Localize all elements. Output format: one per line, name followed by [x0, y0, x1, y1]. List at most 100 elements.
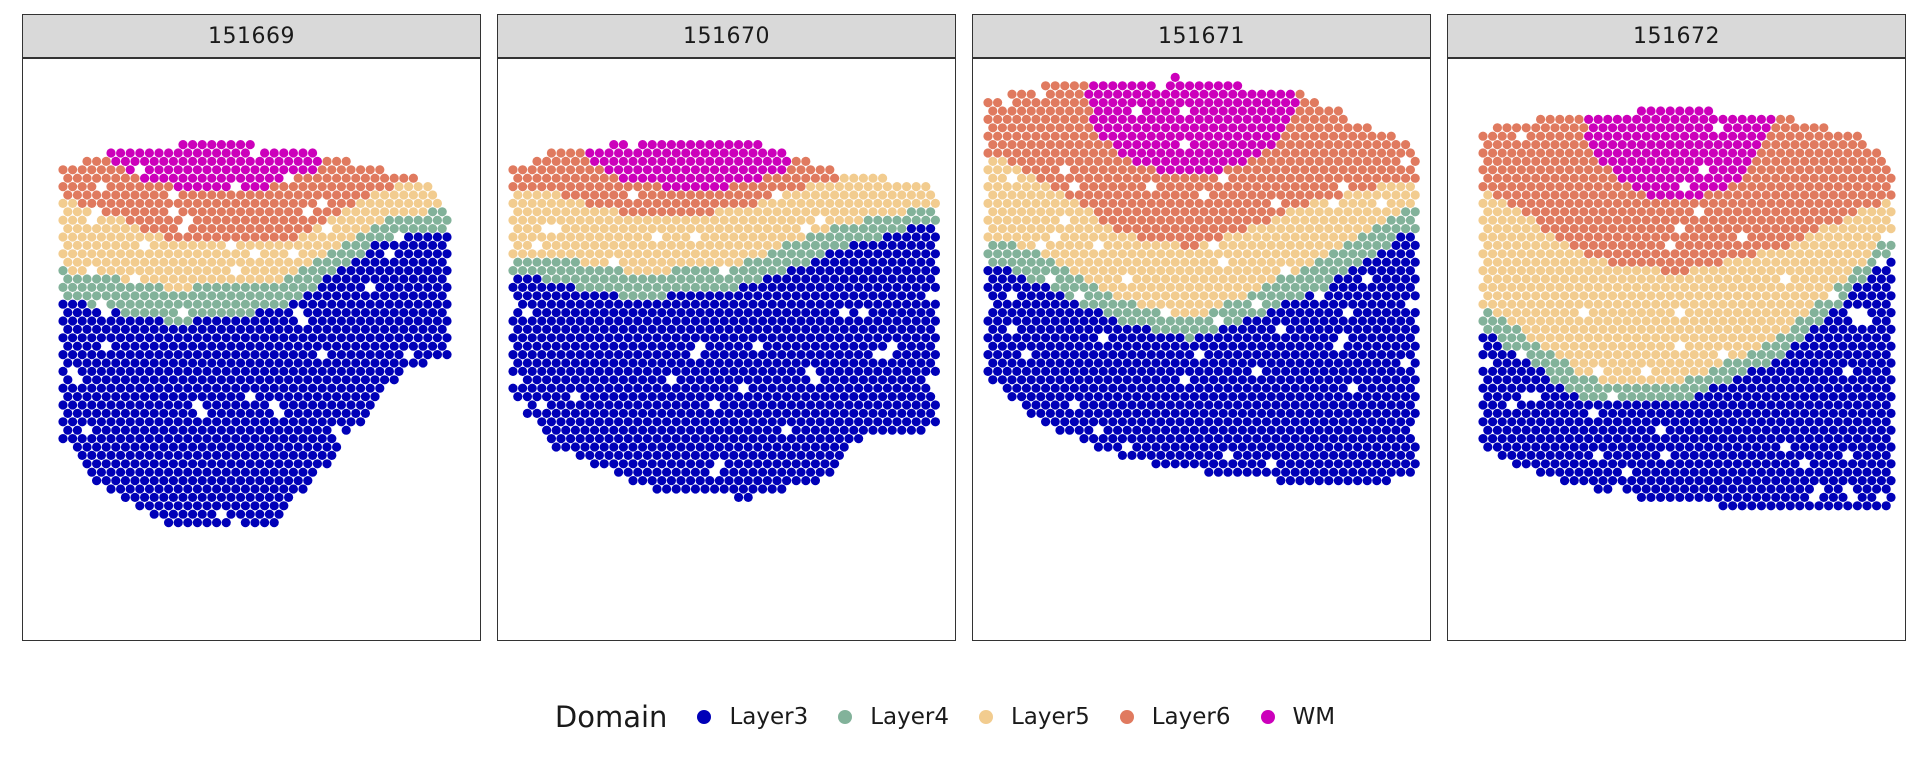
- spot: [1065, 123, 1075, 133]
- spot: [633, 350, 643, 360]
- spot: [1165, 333, 1175, 343]
- spot: [120, 375, 130, 385]
- spot: [1338, 467, 1348, 477]
- spot: [149, 224, 159, 234]
- spot: [1281, 148, 1291, 158]
- spot: [77, 417, 87, 427]
- spot: [710, 266, 720, 276]
- spot: [695, 324, 705, 334]
- spot: [844, 266, 854, 276]
- spot: [570, 190, 580, 200]
- spot: [1069, 232, 1079, 242]
- spot: [365, 383, 375, 393]
- spot: [173, 282, 183, 292]
- spot: [1012, 249, 1022, 259]
- spot: [676, 476, 686, 486]
- spot: [255, 257, 265, 267]
- spot: [423, 282, 433, 292]
- spot: [628, 240, 638, 250]
- spot: [63, 224, 73, 234]
- spot: [633, 215, 643, 225]
- spot: [878, 324, 888, 334]
- spot: [902, 350, 912, 360]
- spot: [192, 215, 202, 225]
- spot: [594, 215, 604, 225]
- spot: [1117, 198, 1127, 208]
- spot: [1386, 417, 1396, 427]
- spot: [921, 350, 931, 360]
- spot: [183, 518, 193, 528]
- spot: [149, 274, 159, 284]
- spot: [1194, 383, 1204, 393]
- spot: [116, 249, 126, 259]
- spot: [269, 518, 279, 528]
- spot: [695, 375, 705, 385]
- spot: [806, 249, 816, 259]
- spot: [1276, 173, 1286, 183]
- spot: [1300, 282, 1310, 292]
- spot: [542, 358, 552, 368]
- spot: [657, 459, 667, 469]
- spot: [1175, 198, 1185, 208]
- spot: [825, 400, 835, 410]
- spot: [168, 509, 178, 519]
- spot: [274, 257, 284, 267]
- spot: [1007, 240, 1017, 250]
- spot: [1319, 215, 1329, 225]
- spot: [834, 434, 844, 444]
- spot: [1261, 400, 1271, 410]
- spot: [1045, 190, 1055, 200]
- spot: [777, 148, 787, 158]
- spot: [168, 408, 178, 418]
- spot: [1161, 140, 1171, 150]
- spot: [1031, 282, 1041, 292]
- spot: [1165, 316, 1175, 326]
- spot: [356, 232, 366, 242]
- spot: [1002, 215, 1012, 225]
- spot: [1117, 400, 1127, 410]
- spot: [1012, 266, 1022, 276]
- spot: [854, 434, 864, 444]
- spot: [1074, 425, 1084, 435]
- spot: [902, 232, 912, 242]
- spot: [120, 341, 130, 351]
- spot: [1295, 358, 1305, 368]
- spot: [532, 207, 542, 217]
- spot: [666, 224, 676, 234]
- spot: [1069, 316, 1079, 326]
- spot: [308, 417, 318, 427]
- spot: [1026, 358, 1036, 368]
- spot: [1079, 148, 1089, 158]
- spot: [183, 333, 193, 343]
- spot: [527, 366, 537, 376]
- spot: [839, 190, 849, 200]
- spot: [710, 148, 720, 158]
- spot: [690, 383, 700, 393]
- spot: [432, 266, 442, 276]
- spot: [356, 400, 366, 410]
- spot: [1223, 417, 1233, 427]
- spot: [1237, 123, 1247, 133]
- spot: [820, 375, 830, 385]
- spot: [303, 274, 313, 284]
- spot: [1305, 240, 1315, 250]
- spot: [154, 350, 164, 360]
- spot: [1122, 341, 1132, 351]
- spot: [255, 392, 265, 402]
- spot: [144, 333, 154, 343]
- spot: [542, 324, 552, 334]
- spot: [1295, 123, 1305, 133]
- spot: [260, 400, 270, 410]
- spot: [926, 324, 936, 334]
- spot: [308, 350, 318, 360]
- spot: [532, 173, 542, 183]
- spot: [642, 383, 652, 393]
- spot: [546, 282, 556, 292]
- spot: [815, 333, 825, 343]
- spot: [1396, 434, 1406, 444]
- spot: [1377, 131, 1387, 141]
- spot: [1204, 400, 1214, 410]
- spot: [236, 341, 246, 351]
- spot: [183, 266, 193, 276]
- spot: [116, 148, 126, 158]
